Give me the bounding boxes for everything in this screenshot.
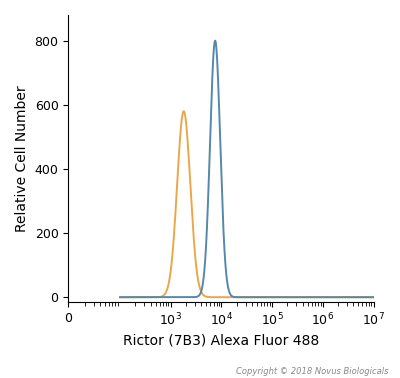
X-axis label: Rictor (7B3) Alexa Fluor 488: Rictor (7B3) Alexa Fluor 488 — [123, 334, 319, 348]
Text: Copyright © 2018 Novus Biologicals: Copyright © 2018 Novus Biologicals — [236, 367, 388, 376]
Y-axis label: Relative Cell Number: Relative Cell Number — [15, 85, 29, 232]
